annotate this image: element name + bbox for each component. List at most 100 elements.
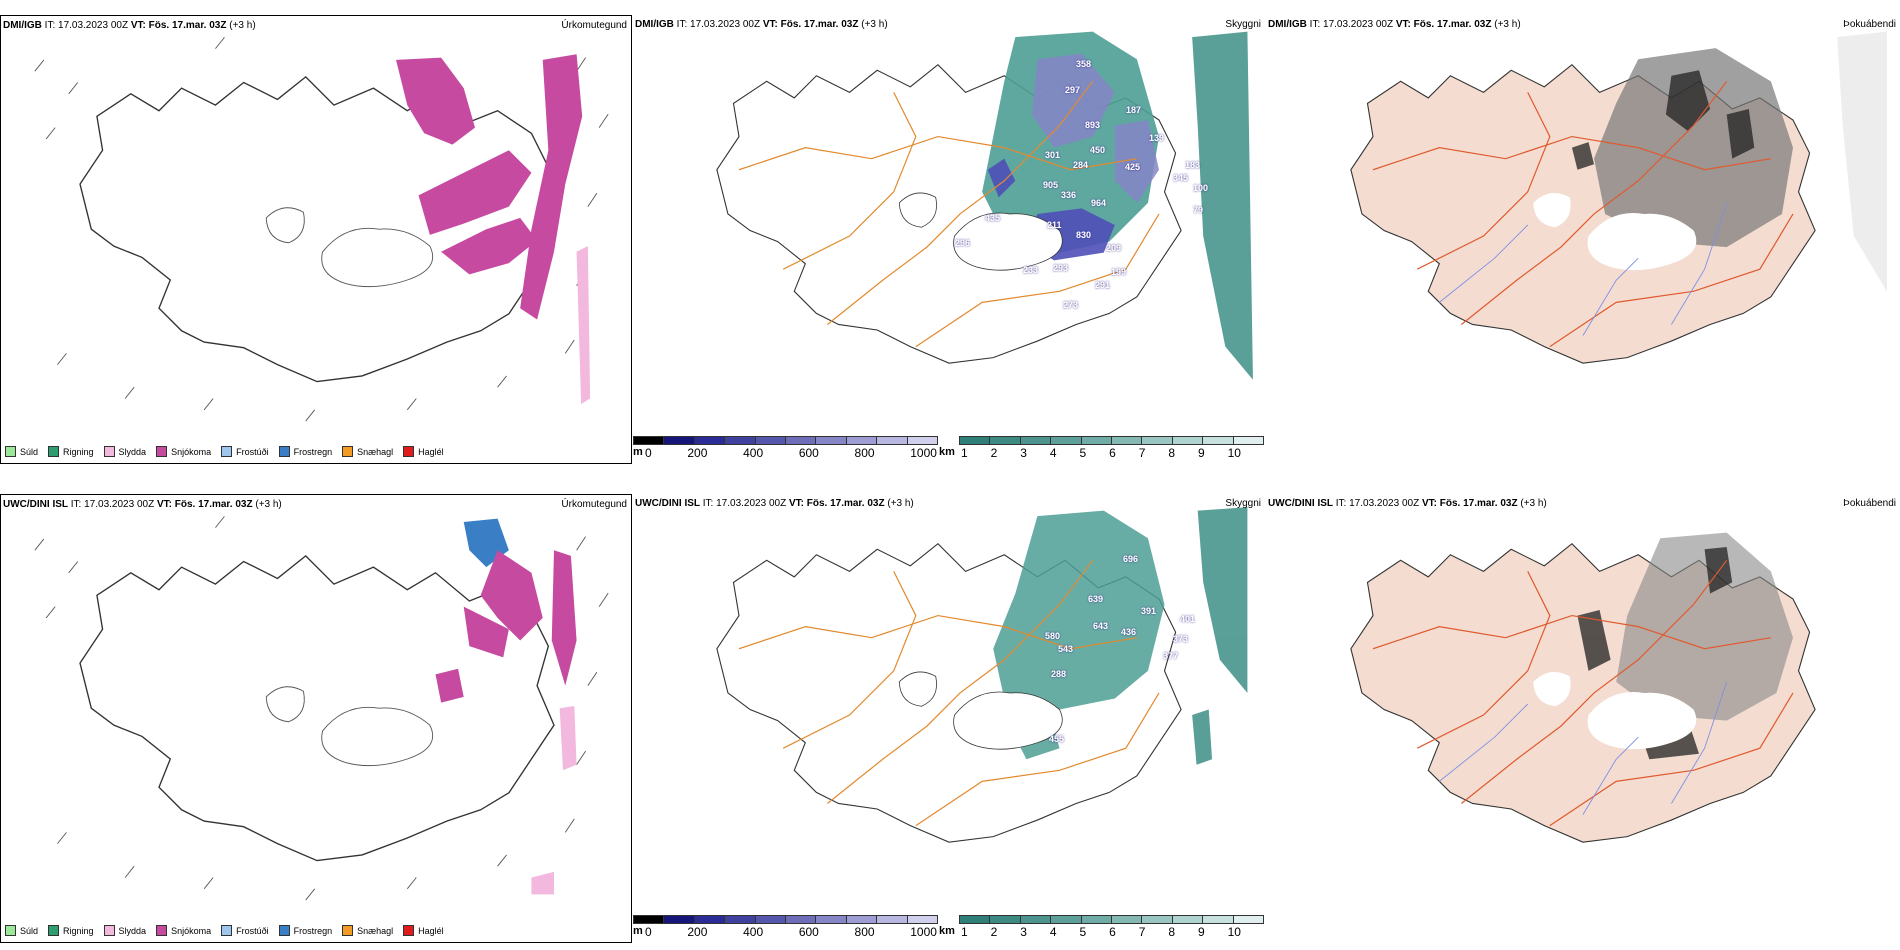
tick-label: 2 [990,446,998,460]
visibility-color-step [989,915,1020,924]
ceiling-value: 79 [1193,205,1204,215]
visibility-color-step [959,915,990,924]
ceiling-value: 435 [985,213,1001,223]
tick-label: 7 [1138,446,1146,460]
visibility-color-step [1202,915,1233,924]
ceiling-color-step [754,915,786,924]
ceiling-value: 455 [1049,734,1065,744]
tick-label: 10 [1227,925,1241,939]
ceiling-value: 233 [1023,265,1039,275]
ceiling-color-step [693,915,725,924]
ceiling-color-step [906,436,939,445]
legend-swatch [103,446,115,457]
legend-item: Snjókoma [156,446,211,457]
panel-name: Skyggni [1225,498,1261,509]
ceiling-ticks: 0 200 400 600 800 1000 [645,925,937,939]
ceiling-unit: m [633,925,643,937]
ceiling-color-step [785,436,816,445]
ceiling-value: 209 [1106,243,1122,253]
ceiling-value: 301 [1045,150,1061,160]
ceiling-value: 377 [1163,651,1179,661]
ceiling-value: 296 [955,238,971,248]
tick-label: 0 [645,446,652,460]
visibility-color-step [1111,436,1142,445]
tick-label: 600 [798,925,819,939]
ceiling-value: 293 [1053,263,1069,273]
panel-name: Úrkomutegund [561,499,627,510]
tick-label: 200 [687,925,708,939]
legend-swatch [156,925,168,936]
ceiling-ticks: 0 200 400 600 800 1000 [645,446,937,460]
visibility-color-step [1141,436,1172,445]
visibility-color-step [1141,915,1172,924]
tick-label: 4 [1049,925,1057,939]
visibility-color-step [959,436,990,445]
legend-swatch [156,446,168,457]
ceiling-color-step [876,436,907,445]
ceiling-value: 345 [1173,173,1189,183]
visibility-color-step [1080,915,1112,924]
ceiling-value: 830 [1076,230,1092,240]
tick-label: 1 [961,446,968,460]
visibility-color-step [1050,915,1081,924]
tick-label: 0 [645,925,652,939]
visibility-unit: km [939,925,955,937]
ceiling-value: 284 [1073,160,1089,170]
legend-swatch [221,925,233,936]
ceiling-value: 436 [1121,627,1137,637]
tick-label: 6 [1109,446,1116,460]
ceiling-color-step [815,436,846,445]
ceiling-value: 905 [1043,180,1059,190]
legend-item: Snjókoma [156,925,211,936]
tick-label: 9 [1198,925,1205,939]
legend-item: Súld [5,446,38,457]
ceiling-value: 273 [1063,300,1079,310]
legend-swatch [278,925,290,936]
ceiling-value: 450 [1090,145,1106,155]
ceiling-value: 187 [1126,105,1142,115]
visibility-colorbar [959,915,1265,924]
ceiling-value: 291 [1095,280,1111,290]
panel-name: Þokuábendi [1843,19,1896,30]
precip-map [34,516,609,901]
ceiling-color-step [815,915,846,924]
tick-label: 1 [961,925,968,939]
ceiling-color-step [906,915,939,924]
ceiling-value: 391 [1141,606,1157,616]
tick-label: 7 [1138,925,1146,939]
panel-bottom-fog: UWC/DINI ISL IT: 17.03.2023 00Z VT: Fös.… [1266,494,1900,943]
visibility-color-step [1202,436,1233,445]
ceiling-color-step [724,436,755,445]
tick-label: 6 [1109,925,1116,939]
precip-legend: Súld Rigning Slydda Snjókoma Frostúði Fr… [5,925,444,936]
tick-label: 2 [990,925,998,939]
visibility-unit: km [939,446,955,458]
precip-legend: Súld Rigning Slydda Snjókoma Frostúði Fr… [5,446,444,457]
legend-swatch [278,446,290,457]
wind-barbs [34,37,609,422]
panel-bottom-precip: UWC/DINI ISL IT: 17.03.2023 00Z VT: Fös.… [0,494,632,943]
ceiling-value: 139 [1149,133,1165,143]
ceiling-unit: m [633,446,643,458]
visibility-color-step [1171,915,1203,924]
ceiling-color-step [845,915,877,924]
visibility-color-step [1019,436,1051,445]
tick-label: 3 [1020,925,1027,939]
legend-item: Haglél [403,446,444,457]
ceiling-color-step [693,436,725,445]
ceiling-value: 643 [1093,621,1109,631]
panel-title: DMI/IGB IT: 17.03.2023 00Z VT: Fös. 17.m… [3,20,256,31]
tick-label: 600 [798,446,819,460]
ceiling-value: 401 [1180,614,1196,624]
ceiling-color-step [785,915,816,924]
tick-label: 800 [854,925,875,939]
tick-label: 8 [1168,446,1176,460]
visibility-color-step [1232,915,1265,924]
ceiling-colorbar [633,436,939,445]
ceiling-value: 580 [1045,631,1061,641]
legend-swatch [5,446,16,457]
tick-label: 1000 [910,446,937,460]
legend-item: Snæhagl [342,446,393,457]
visibility-map [716,31,1253,380]
legend-item: Súld [5,925,38,936]
